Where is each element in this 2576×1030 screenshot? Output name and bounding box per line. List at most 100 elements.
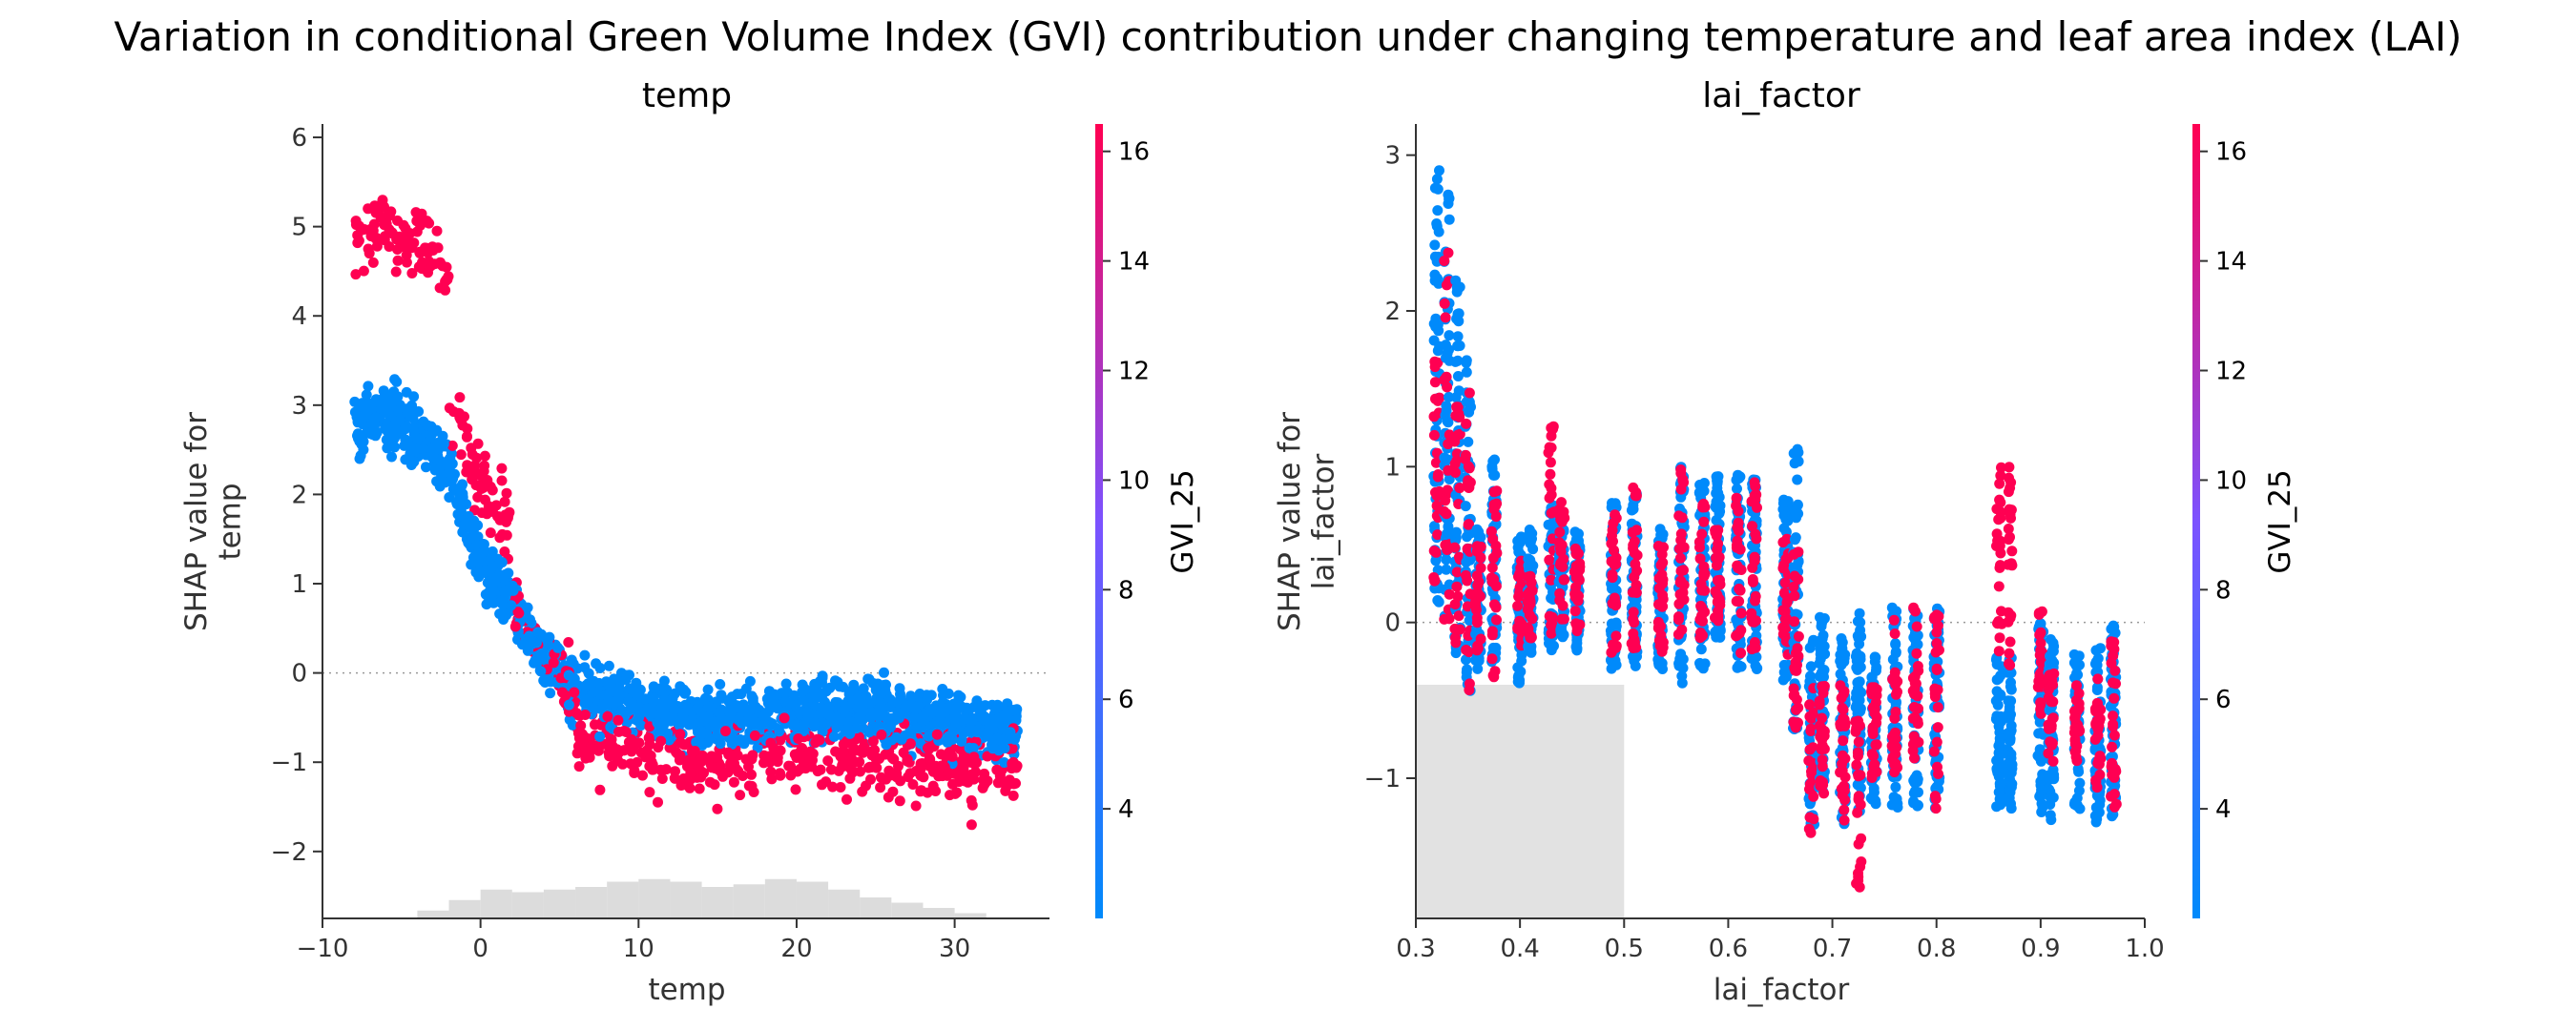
data-point: [1993, 646, 2005, 657]
data-point: [556, 687, 568, 698]
data-point: [1674, 552, 1686, 564]
data-point: [1554, 587, 1566, 599]
data-point: [509, 621, 521, 632]
data-point: [1491, 485, 1503, 497]
data-point: [875, 782, 886, 793]
data-point: [1712, 596, 1723, 608]
data-point: [1780, 588, 1792, 600]
data-point: [1803, 755, 1815, 767]
data-point: [631, 677, 642, 689]
data-point: [1713, 471, 1724, 483]
data-point: [467, 474, 478, 485]
data-point: [563, 637, 574, 648]
histogram-bar: [764, 878, 797, 918]
data-point: [1909, 633, 1921, 645]
data-point: [2035, 704, 2046, 715]
data-point: [764, 693, 776, 705]
data-point: [1429, 521, 1440, 532]
data-point: [2005, 684, 2017, 695]
data-point: [401, 257, 412, 268]
data-point: [604, 688, 615, 698]
data-point: [1631, 587, 1642, 598]
data-point: [946, 733, 958, 745]
data-point: [1454, 483, 1465, 494]
data-point: [874, 753, 885, 764]
data-point: [704, 702, 716, 713]
data-point: [1870, 651, 1881, 663]
data-point: [1866, 686, 1878, 697]
data-point: [971, 695, 983, 707]
data-point: [1461, 569, 1471, 581]
data-point: [418, 443, 429, 454]
data-point: [644, 787, 655, 798]
data-point: [680, 773, 692, 785]
data-point: [537, 653, 549, 665]
data-point: [900, 702, 911, 713]
data-point: [798, 720, 809, 731]
data-point: [1750, 615, 1760, 627]
data-point: [2005, 636, 2016, 648]
histogram-bar: [638, 878, 671, 918]
data-point: [370, 412, 382, 423]
data-point: [1461, 418, 1472, 429]
data-point: [1835, 669, 1846, 680]
data-point: [623, 696, 634, 707]
data-point: [966, 819, 977, 831]
data-point: [1854, 881, 1865, 893]
histogram-bar: [954, 913, 987, 918]
data-point: [352, 237, 364, 249]
data-point: [2046, 737, 2058, 749]
data-point: [577, 737, 589, 749]
data-point: [999, 743, 1010, 753]
data-point: [1913, 703, 1923, 714]
data-point: [1628, 652, 1639, 664]
data-point: [2005, 787, 2016, 798]
data-point: [1461, 557, 1472, 567]
data-point: [367, 257, 379, 268]
data-point: [1439, 505, 1450, 517]
data-point: [1749, 637, 1760, 648]
data-point: [384, 409, 396, 421]
panel-temp-points: [349, 195, 1023, 831]
data-point: [1546, 430, 1557, 442]
data-point: [722, 747, 734, 758]
data-point: [979, 779, 990, 791]
data-point: [1912, 661, 1923, 671]
data-point: [1932, 620, 1943, 631]
data-point: [1869, 759, 1880, 770]
data-point: [1546, 483, 1557, 494]
data-point: [1932, 722, 1943, 733]
y-tick-label: −2: [271, 838, 307, 867]
data-point: [567, 719, 578, 731]
panel-temp-histogram: [417, 878, 987, 918]
data-point: [1694, 553, 1706, 565]
data-point: [808, 690, 820, 702]
data-point: [1609, 545, 1619, 556]
x-tick-label: 10: [623, 935, 654, 963]
data-point: [775, 768, 785, 779]
data-point: [1676, 670, 1688, 682]
data-point: [1008, 790, 1019, 801]
data-point: [1932, 702, 1943, 713]
data-point: [723, 696, 735, 708]
data-point: [2003, 695, 2014, 707]
data-point: [894, 795, 905, 807]
data-point: [1908, 797, 1920, 809]
data-point: [1747, 521, 1758, 532]
data-point: [634, 701, 645, 712]
data-point: [858, 683, 869, 694]
data-point: [1473, 576, 1485, 587]
data-point: [841, 793, 852, 805]
data-point: [783, 697, 795, 709]
data-point: [1855, 617, 1866, 628]
data-point: [1678, 565, 1689, 576]
colorbar-tick-label: 4: [1118, 795, 1134, 824]
data-point: [1432, 273, 1443, 284]
data-point: [2035, 728, 2046, 738]
data-point: [354, 417, 365, 427]
data-point: [1994, 562, 2005, 573]
data-point: [991, 701, 1003, 712]
data-point: [1451, 402, 1463, 413]
data-point: [947, 713, 959, 725]
data-point: [592, 742, 604, 753]
